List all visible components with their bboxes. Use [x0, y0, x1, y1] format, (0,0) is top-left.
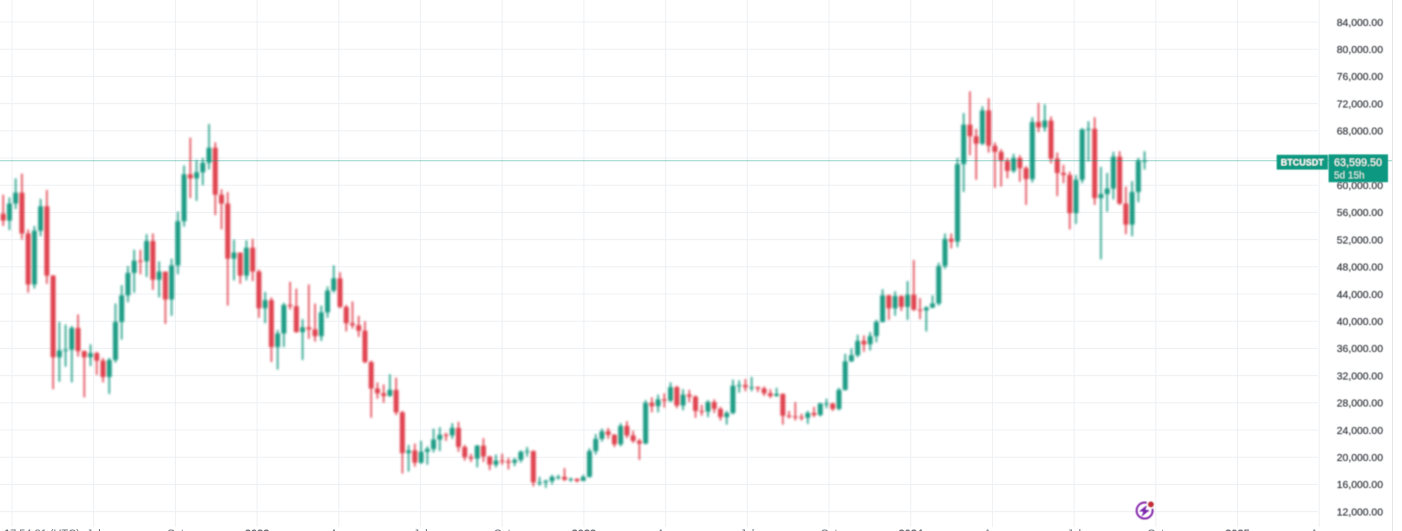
svg-text:Jul: Jul	[1067, 528, 1081, 531]
svg-text:Jul: Jul	[740, 528, 754, 531]
svg-text:84,000.00: 84,000.00	[1337, 18, 1383, 29]
svg-text:2022: 2022	[245, 528, 269, 531]
svg-text:2024: 2024	[898, 528, 923, 531]
svg-text:56,000.00: 56,000.00	[1337, 208, 1383, 219]
svg-text:16,000.00: 16,000.00	[1337, 480, 1383, 491]
svg-text:28,000.00: 28,000.00	[1337, 399, 1383, 410]
svg-text:5d 15h: 5d 15h	[1334, 171, 1365, 182]
svg-text:52,000.00: 52,000.00	[1337, 235, 1383, 246]
svg-text:Apr: Apr	[1311, 528, 1328, 531]
svg-text:Jul: Jul	[413, 528, 427, 531]
svg-text:Apr: Apr	[657, 528, 674, 531]
svg-text:12,000.00: 12,000.00	[1337, 507, 1383, 518]
svg-text:48,000.00: 48,000.00	[1337, 263, 1383, 274]
svg-text:17:54:31 (UTC): 17:54:31 (UTC)	[4, 528, 80, 531]
svg-text:68,000.00: 68,000.00	[1337, 127, 1383, 138]
svg-text:BTCUSDT: BTCUSDT	[1281, 158, 1324, 168]
svg-text:Oct: Oct	[167, 528, 184, 531]
svg-text:36,000.00: 36,000.00	[1337, 344, 1383, 355]
svg-text:Apr: Apr	[984, 528, 1001, 531]
svg-text:Apr: Apr	[330, 528, 347, 531]
svg-text:Jul: Jul	[87, 528, 101, 531]
svg-text:Oct: Oct	[494, 528, 511, 531]
svg-text:20,000.00: 20,000.00	[1337, 453, 1383, 464]
svg-text:Oct: Oct	[1147, 528, 1164, 531]
svg-text:24,000.00: 24,000.00	[1337, 426, 1383, 437]
svg-text:Apr: Apr	[3, 528, 20, 531]
svg-text:76,000.00: 76,000.00	[1337, 72, 1383, 83]
svg-text:80,000.00: 80,000.00	[1337, 45, 1383, 56]
svg-text:60,000.00: 60,000.00	[1337, 181, 1383, 192]
svg-text:63,599.50: 63,599.50	[1334, 157, 1382, 169]
svg-text:32,000.00: 32,000.00	[1337, 371, 1383, 382]
svg-text:Oct: Oct	[820, 528, 837, 531]
svg-text:2025: 2025	[1225, 528, 1249, 531]
svg-text:72,000.00: 72,000.00	[1337, 99, 1383, 110]
svg-text:40,000.00: 40,000.00	[1337, 317, 1383, 328]
svg-text:2023: 2023	[572, 528, 596, 531]
svg-text:44,000.00: 44,000.00	[1337, 290, 1383, 301]
